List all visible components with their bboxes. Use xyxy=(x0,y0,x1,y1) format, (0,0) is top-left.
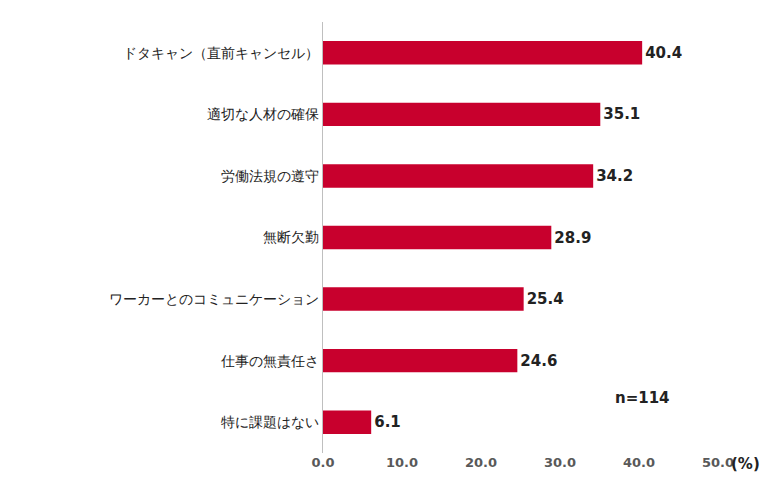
svg-text:28.9: 28.9 xyxy=(554,229,591,247)
svg-text:0.0: 0.0 xyxy=(311,455,334,470)
svg-text:n=114: n=114 xyxy=(615,389,670,407)
svg-text:10.0: 10.0 xyxy=(386,455,418,470)
svg-text:50.0: 50.0 xyxy=(702,455,734,470)
svg-text:34.2: 34.2 xyxy=(596,167,633,185)
svg-text:(%): (%) xyxy=(731,455,760,473)
svg-text:適切な人材の確保: 適切な人材の確保 xyxy=(207,106,319,122)
svg-text:20.0: 20.0 xyxy=(465,455,497,470)
svg-text:40.4: 40.4 xyxy=(645,44,682,62)
svg-text:ドタキャン（直前キャンセル）: ドタキャン（直前キャンセル） xyxy=(123,45,319,61)
svg-text:25.4: 25.4 xyxy=(527,290,564,308)
svg-text:無断欠勤: 無断欠勤 xyxy=(263,229,319,245)
svg-text:40.0: 40.0 xyxy=(623,455,655,470)
svg-text:35.1: 35.1 xyxy=(603,105,640,123)
svg-text:6.1: 6.1 xyxy=(374,413,401,431)
svg-text:ワーカーとのコミュニケーション: ワーカーとのコミュニケーション xyxy=(109,291,319,307)
svg-text:24.6: 24.6 xyxy=(520,352,557,370)
svg-text:労働法規の遵守: 労働法規の遵守 xyxy=(221,168,319,184)
svg-text:30.0: 30.0 xyxy=(544,455,576,470)
svg-text:特に課題はない: 特に課題はない xyxy=(221,414,319,430)
svg-text:仕事の無責任さ: 仕事の無責任さ xyxy=(220,353,319,369)
